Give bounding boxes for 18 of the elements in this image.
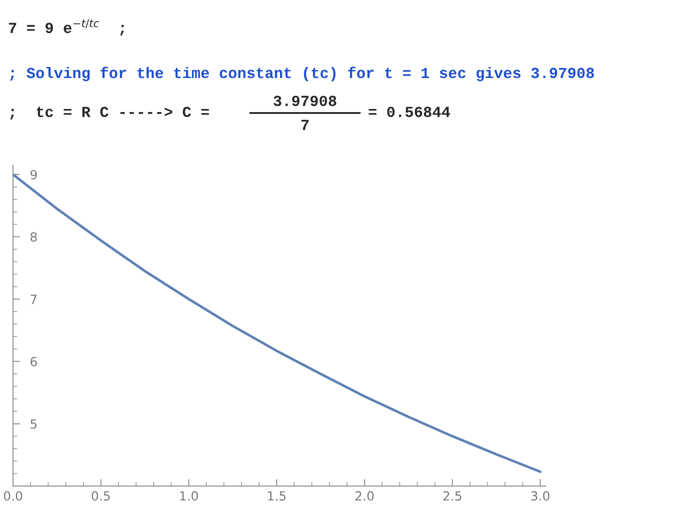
y-tick-label: 8 <box>30 232 37 242</box>
x-tick-label: 3.0 <box>531 491 550 501</box>
x-tick-label: 0.5 <box>92 491 110 501</box>
y-tick-label: 6 <box>30 356 37 366</box>
x-tick-label: 1.5 <box>268 491 286 501</box>
text: ; tc = R C -----> C = <box>10 106 209 120</box>
text: 3.97908 <box>274 96 336 106</box>
x-tick-label: 2.0 <box>356 491 374 501</box>
y-tick-label: 5 <box>30 419 37 429</box>
text: ; Solving for the time constant (tc) for t = 1 sec gives 3.97908 <box>10 66 594 82</box>
x-tick-label: 1.0 <box>180 491 198 501</box>
x-tick-label: 0.0 <box>4 491 22 501</box>
text: 7 <box>301 120 309 130</box>
text: = 0.56844 <box>368 106 450 118</box>
x-tick-label: 2.5 <box>443 491 462 501</box>
y-tick-label: 7 <box>30 294 37 304</box>
text: 7 = 9 e$^{−t/tc}$ ; <box>8 19 124 36</box>
y-tick-label: 9 <box>30 170 37 180</box>
